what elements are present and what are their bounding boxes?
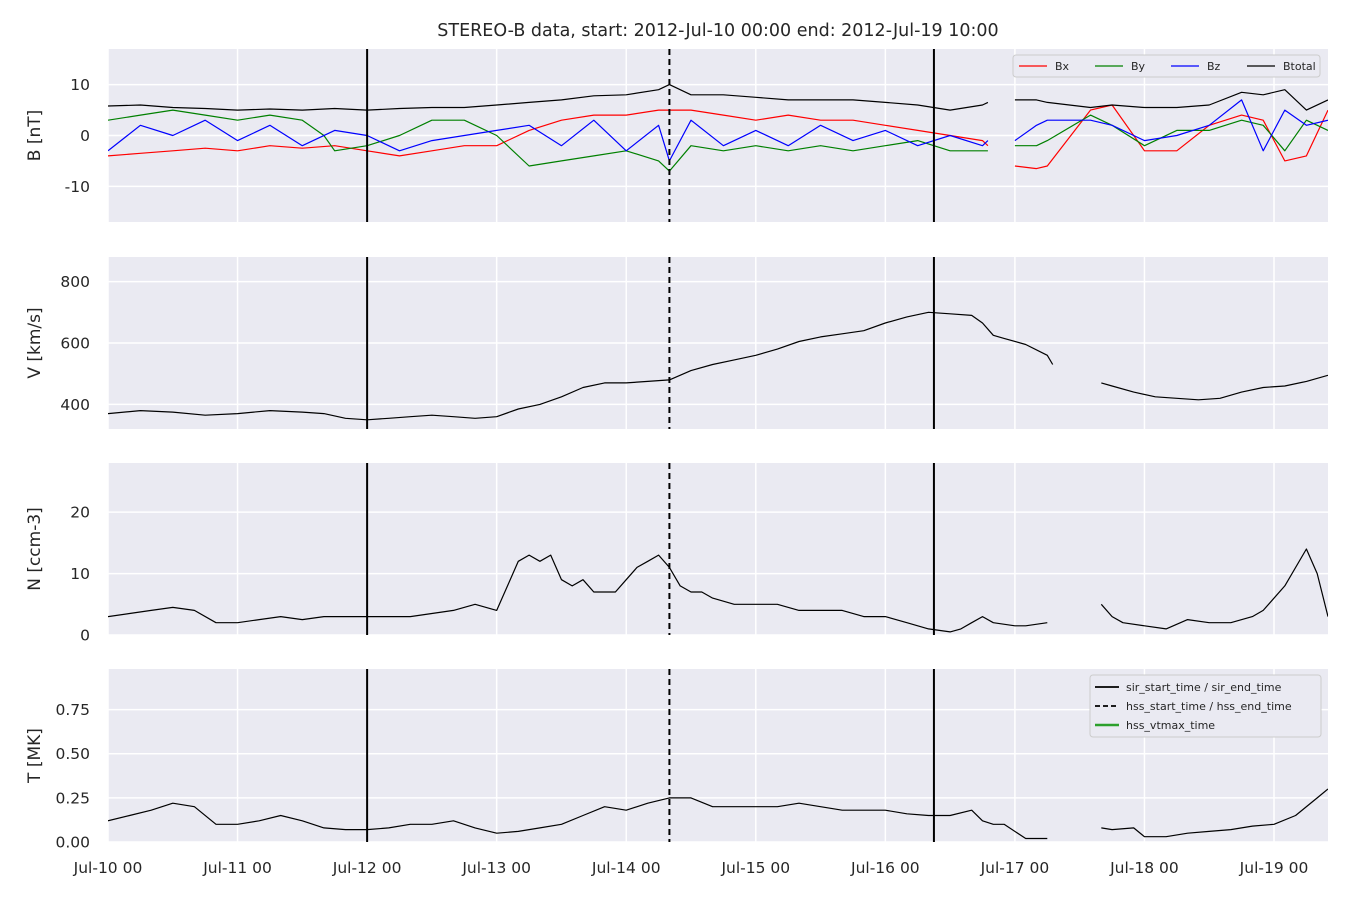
panel-T: 0.00 0.25 0.50 0.75 T [MK] sir_start_time / s… bbox=[25, 669, 1328, 877]
y-axis-label: V [km/s] bbox=[25, 307, 45, 378]
x-tick-label: Jul-11 00 bbox=[202, 859, 272, 877]
series-group-T bbox=[108, 788, 1328, 840]
series-group-V bbox=[108, 311, 1328, 421]
series-line-bx bbox=[108, 104, 1328, 170]
y-tick-label: 0.75 bbox=[55, 701, 90, 719]
y-tick-label: 20 bbox=[70, 504, 90, 522]
legend-box bbox=[1012, 54, 1321, 78]
x-tick-label: Jul-10 00 bbox=[73, 859, 143, 877]
y-axis-label: N [ccm-3] bbox=[25, 507, 45, 591]
legend-box bbox=[1089, 674, 1322, 738]
y-tick-label: -10 bbox=[65, 178, 90, 196]
legend-label: hss_vtmax_time bbox=[1126, 719, 1215, 732]
plot-area-N bbox=[108, 463, 1328, 635]
series-line-bz bbox=[108, 99, 1328, 162]
figure-title: STEREO-B data, start: 2012-Jul-10 00:00 … bbox=[437, 21, 998, 41]
y-tick-label: 800 bbox=[60, 273, 90, 291]
legend-B: Bx By Bz Btotal bbox=[1012, 54, 1321, 78]
panels: -10 0 10 B [nT] Bx By Bz Btotal 400 600 800 V [km/s… bbox=[25, 49, 1328, 877]
y-tick-label: 10 bbox=[70, 76, 90, 94]
x-tick-label: Jul-16 00 bbox=[850, 859, 920, 877]
legend-label: Bx bbox=[1055, 60, 1070, 73]
legend-label: Bz bbox=[1207, 60, 1221, 73]
y-tick-label: 0 bbox=[80, 127, 90, 145]
series-line-v bbox=[108, 311, 1328, 421]
series-line-t bbox=[108, 788, 1328, 840]
x-tick-label: Jul-18 00 bbox=[1109, 859, 1179, 877]
y-tick-label: 0.25 bbox=[55, 789, 90, 807]
legend-label: hss_start_time / hss_end_time bbox=[1126, 700, 1292, 713]
x-tick-label: Jul-17 00 bbox=[980, 859, 1050, 877]
series-group-B bbox=[108, 84, 1328, 172]
y-tick-label: 400 bbox=[60, 396, 90, 414]
y-tick-label: 0.00 bbox=[55, 834, 90, 852]
series-line-btotal bbox=[108, 84, 1328, 111]
panel-N: 0 10 20 N [ccm-3] bbox=[25, 463, 1328, 645]
series-group-N bbox=[108, 548, 1328, 633]
x-tick-label: Jul-14 00 bbox=[591, 859, 661, 877]
y-axis-label: B [nT] bbox=[25, 110, 45, 162]
panel-B: -10 0 10 B [nT] Bx By Bz Btotal bbox=[25, 49, 1328, 222]
x-tick-label: Jul-15 00 bbox=[720, 859, 790, 877]
series-line-by bbox=[108, 109, 1328, 172]
legend-label: Btotal bbox=[1283, 60, 1316, 73]
x-tick-label: Jul-19 00 bbox=[1239, 859, 1309, 877]
y-tick-label: 0 bbox=[80, 627, 90, 645]
legend-label: By bbox=[1131, 60, 1146, 73]
legend-T: sir_start_time / sir_end_time hss_start_t… bbox=[1089, 674, 1322, 738]
y-tick-label: 0.50 bbox=[55, 745, 90, 763]
series-line-n bbox=[108, 548, 1328, 633]
x-tick-label: Jul-12 00 bbox=[332, 859, 402, 877]
y-tick-label: 10 bbox=[70, 565, 90, 583]
y-tick-label: 600 bbox=[60, 335, 90, 353]
legend-label: sir_start_time / sir_end_time bbox=[1126, 681, 1282, 694]
panel-V: 400 600 800 V [km/s] bbox=[25, 257, 1328, 429]
y-axis-label: T [MK] bbox=[25, 728, 45, 784]
x-tick-label: Jul-13 00 bbox=[461, 859, 531, 877]
